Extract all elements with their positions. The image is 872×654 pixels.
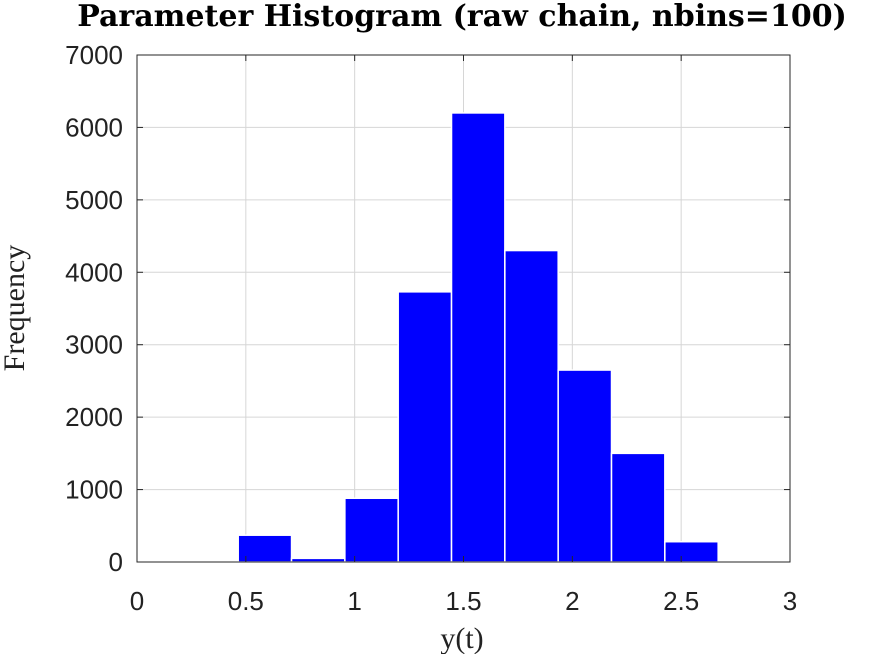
y-tick-label-7: 7000 xyxy=(65,40,123,70)
x-tick-label-3: 1.5 xyxy=(445,586,481,616)
x-tick-label-4: 2 xyxy=(565,586,579,616)
histogram-bar-1 xyxy=(290,557,346,563)
x-axis-label: y(t) xyxy=(440,622,483,654)
x-tick-label-6: 3 xyxy=(783,586,797,616)
histogram-bar-8 xyxy=(664,540,719,563)
histogram-bar-5 xyxy=(504,249,559,563)
y-axis-ticks: 0 1000 2000 3000 4000 5000 6000 7000 xyxy=(65,40,790,577)
y-axis-label: Frequency xyxy=(0,245,31,372)
histogram-bar-0 xyxy=(237,534,293,563)
bars xyxy=(237,112,719,563)
x-tick-label-5: 2.5 xyxy=(663,586,699,616)
y-tick-label-0: 0 xyxy=(109,547,123,577)
y-tick-label-6: 6000 xyxy=(65,112,123,142)
histogram-bar-3 xyxy=(397,291,453,563)
y-tick-label-5: 5000 xyxy=(65,185,123,215)
y-tick-label-2: 2000 xyxy=(65,402,123,432)
histogram-bar-4 xyxy=(450,112,506,563)
histogram-bar-2 xyxy=(344,497,399,563)
y-tick-label-3: 3000 xyxy=(65,330,123,360)
histogram-bar-7 xyxy=(610,452,666,563)
y-tick-label-1: 1000 xyxy=(65,475,123,505)
y-tick-label-4: 4000 xyxy=(65,257,123,287)
x-axis-ticks: 0 0.5 1 1.5 2 2.5 3 xyxy=(130,55,797,616)
histogram-bar-6 xyxy=(557,369,613,563)
x-tick-label-1: 0.5 xyxy=(228,586,264,616)
x-tick-label-2: 1 xyxy=(347,586,361,616)
x-tick-label-0: 0 xyxy=(130,586,144,616)
chart-title: Parameter Histogram (raw chain, nbins=10… xyxy=(77,0,847,34)
